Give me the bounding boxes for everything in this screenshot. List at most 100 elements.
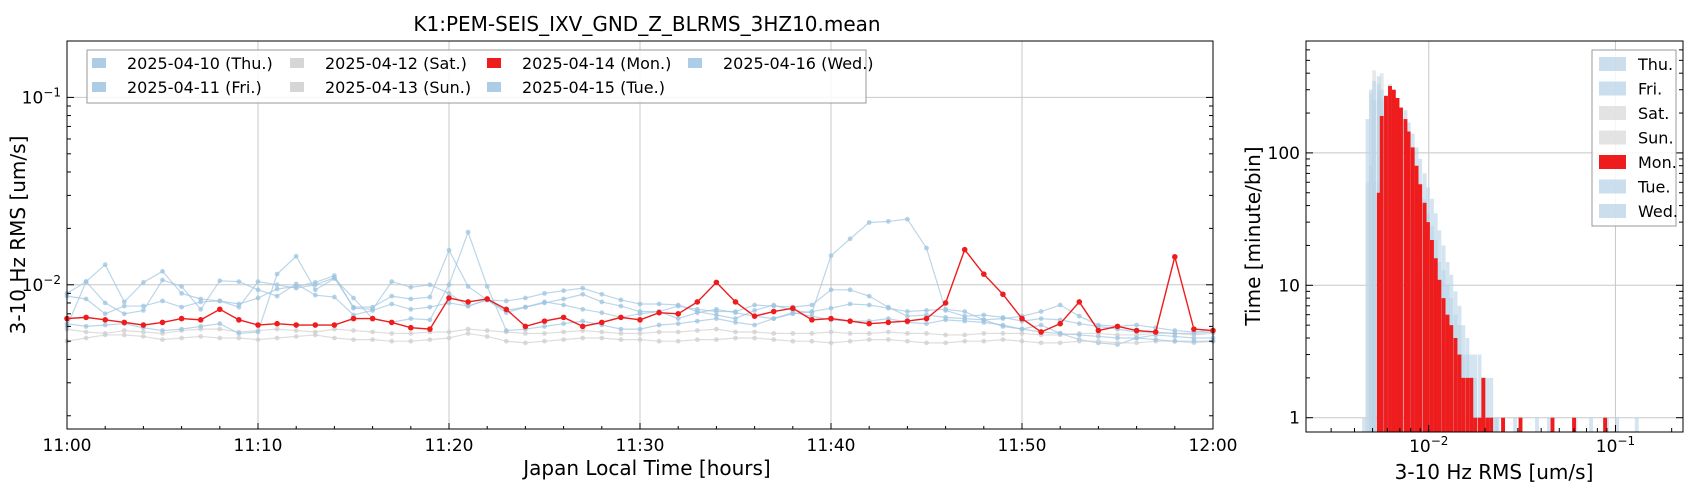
data-point bbox=[446, 335, 452, 341]
data-point bbox=[503, 328, 509, 333]
histogram-bar bbox=[1473, 354, 1478, 432]
histogram-legend-label: Thu. bbox=[1637, 55, 1673, 74]
data-point bbox=[924, 331, 929, 336]
data-point bbox=[637, 317, 643, 323]
x-tick-label: 11:50 bbox=[998, 436, 1047, 456]
data-point bbox=[408, 331, 414, 336]
data-point bbox=[771, 337, 777, 342]
data-point bbox=[981, 319, 987, 325]
data-point bbox=[102, 262, 108, 268]
data-point bbox=[523, 331, 528, 336]
data-point bbox=[847, 338, 853, 344]
histogram-bar bbox=[1368, 165, 1373, 432]
data-point bbox=[1038, 309, 1044, 314]
data-point bbox=[255, 279, 261, 285]
data-point bbox=[905, 331, 910, 336]
histogram-legend-swatch bbox=[1599, 81, 1626, 96]
data-point bbox=[962, 313, 968, 319]
data-point bbox=[389, 293, 395, 299]
data-point bbox=[752, 322, 757, 328]
time-series-lines bbox=[64, 216, 1216, 347]
data-point bbox=[1038, 316, 1044, 322]
histogram-bar bbox=[1489, 377, 1494, 432]
histogram-bar bbox=[1379, 115, 1384, 433]
data-point bbox=[1076, 313, 1082, 319]
data-point bbox=[771, 302, 777, 308]
histogram-legend-swatch bbox=[1599, 155, 1626, 169]
data-point bbox=[1057, 320, 1063, 327]
legend-swatch bbox=[92, 58, 106, 68]
data-point bbox=[255, 295, 261, 301]
data-point bbox=[942, 300, 949, 306]
data-point bbox=[159, 319, 166, 326]
data-point bbox=[83, 329, 89, 335]
data-point bbox=[828, 287, 834, 293]
data-point bbox=[656, 322, 662, 328]
data-point bbox=[924, 321, 929, 327]
data-point bbox=[217, 321, 223, 327]
data-point bbox=[1019, 315, 1025, 322]
data-point bbox=[1172, 338, 1178, 344]
data-point bbox=[943, 340, 948, 346]
data-point bbox=[102, 311, 108, 317]
histogram-bar bbox=[1477, 417, 1482, 432]
histogram-bar bbox=[1572, 417, 1576, 432]
data-point bbox=[503, 298, 509, 304]
histogram-bar bbox=[1518, 417, 1523, 432]
data-point bbox=[694, 318, 700, 324]
data-point bbox=[446, 290, 452, 296]
data-point bbox=[1000, 322, 1006, 328]
data-point bbox=[905, 313, 910, 319]
data-point bbox=[1038, 329, 1044, 335]
data-point bbox=[1057, 302, 1063, 308]
data-point bbox=[160, 328, 165, 333]
data-point bbox=[675, 311, 681, 317]
time-axis-ticks: 11:00 11:10 11:20 11:30 11:40 11:50 12:00 bbox=[43, 423, 1238, 456]
data-point bbox=[484, 334, 490, 339]
data-point bbox=[141, 334, 146, 339]
histogram-bar bbox=[1501, 417, 1506, 432]
data-point bbox=[408, 284, 414, 290]
data-point bbox=[1172, 331, 1178, 336]
data-point bbox=[179, 335, 185, 341]
data-point bbox=[1191, 326, 1197, 332]
data-point bbox=[885, 304, 891, 310]
data-point bbox=[847, 301, 853, 307]
data-point bbox=[312, 329, 318, 335]
histogram-series-4 bbox=[1376, 86, 1608, 433]
data-point bbox=[809, 331, 815, 336]
legend-entry-label: 2025-04-12 (Sat.) bbox=[325, 54, 467, 73]
data-point bbox=[332, 326, 337, 332]
data-point bbox=[828, 329, 834, 335]
data-point bbox=[274, 271, 280, 277]
data-point bbox=[312, 282, 318, 288]
data-point bbox=[561, 337, 566, 342]
data-point bbox=[141, 279, 146, 285]
data-point bbox=[217, 335, 223, 341]
y-tick-label: 10−2 bbox=[22, 273, 61, 296]
data-point bbox=[924, 308, 929, 313]
data-point bbox=[790, 310, 796, 316]
legend-swatch bbox=[290, 58, 304, 68]
data-point bbox=[637, 326, 643, 332]
data-point bbox=[198, 334, 204, 339]
rms-axis-ticks: 10−1 10−2 bbox=[22, 40, 1213, 417]
data-point bbox=[905, 216, 910, 222]
histogram-bar bbox=[1406, 131, 1411, 432]
data-point bbox=[541, 318, 548, 324]
data-point bbox=[178, 315, 185, 322]
histogram-legend-label: Fri. bbox=[1638, 80, 1662, 99]
data-point bbox=[675, 338, 681, 344]
data-point bbox=[714, 326, 719, 332]
data-point bbox=[1096, 334, 1101, 339]
data-point bbox=[542, 331, 547, 336]
data-point bbox=[790, 331, 796, 336]
legend-box bbox=[86, 49, 867, 104]
legend-entry-label: 2025-04-16 (Wed.) bbox=[723, 54, 874, 73]
data-point bbox=[866, 293, 872, 299]
data-point bbox=[484, 284, 490, 289]
data-point bbox=[675, 302, 681, 308]
data-point bbox=[618, 314, 624, 321]
data-point bbox=[1038, 340, 1044, 346]
